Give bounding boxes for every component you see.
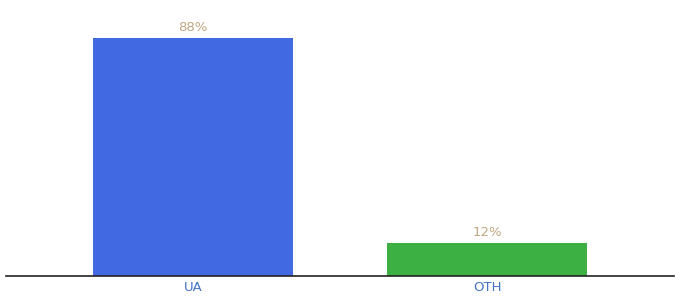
Text: 12%: 12% [473, 226, 502, 239]
Text: 88%: 88% [178, 21, 207, 34]
Bar [92, 38, 293, 276]
Bar [387, 243, 588, 276]
